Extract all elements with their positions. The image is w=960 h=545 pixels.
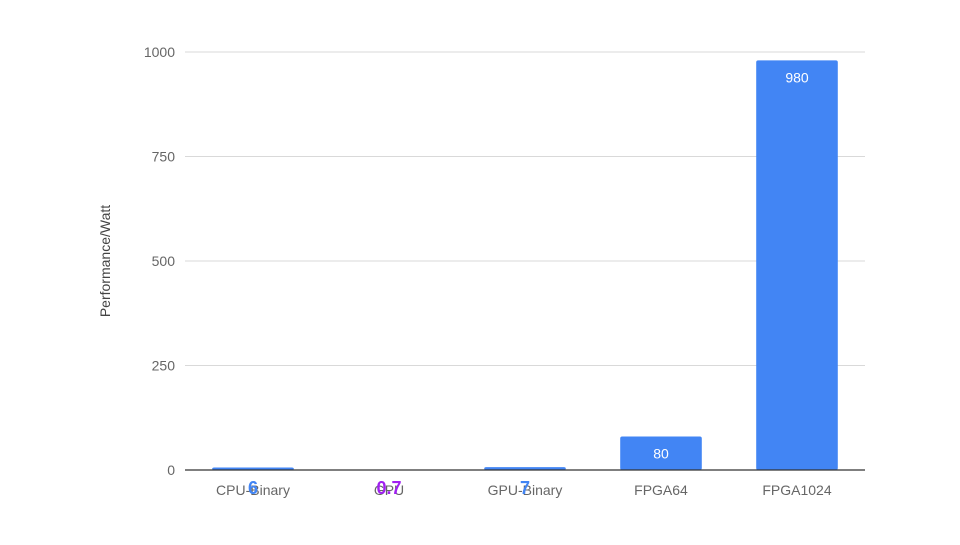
y-tick-label: 500: [152, 253, 176, 269]
y-axis-title: Performance/Watt: [97, 205, 113, 317]
y-tick-label: 1000: [144, 44, 175, 60]
data-label: 6: [248, 478, 258, 498]
data-label: 0.7: [376, 478, 401, 498]
y-tick-label: 750: [152, 149, 176, 165]
y-tick-label: 0: [167, 462, 175, 478]
data-label: 7: [520, 478, 530, 498]
bar: [756, 60, 838, 470]
bars: [212, 60, 838, 470]
y-tick-label: 250: [152, 358, 176, 374]
x-tick-label: FPGA64: [634, 482, 688, 498]
data-label: 80: [653, 446, 669, 462]
data-labels: 6 0.7 7 80 980: [248, 69, 809, 498]
y-axis-ticks: 0 250 500 750 1000: [144, 44, 175, 478]
data-label: 980: [785, 69, 809, 85]
x-tick-label: FPGA1024: [762, 482, 831, 498]
